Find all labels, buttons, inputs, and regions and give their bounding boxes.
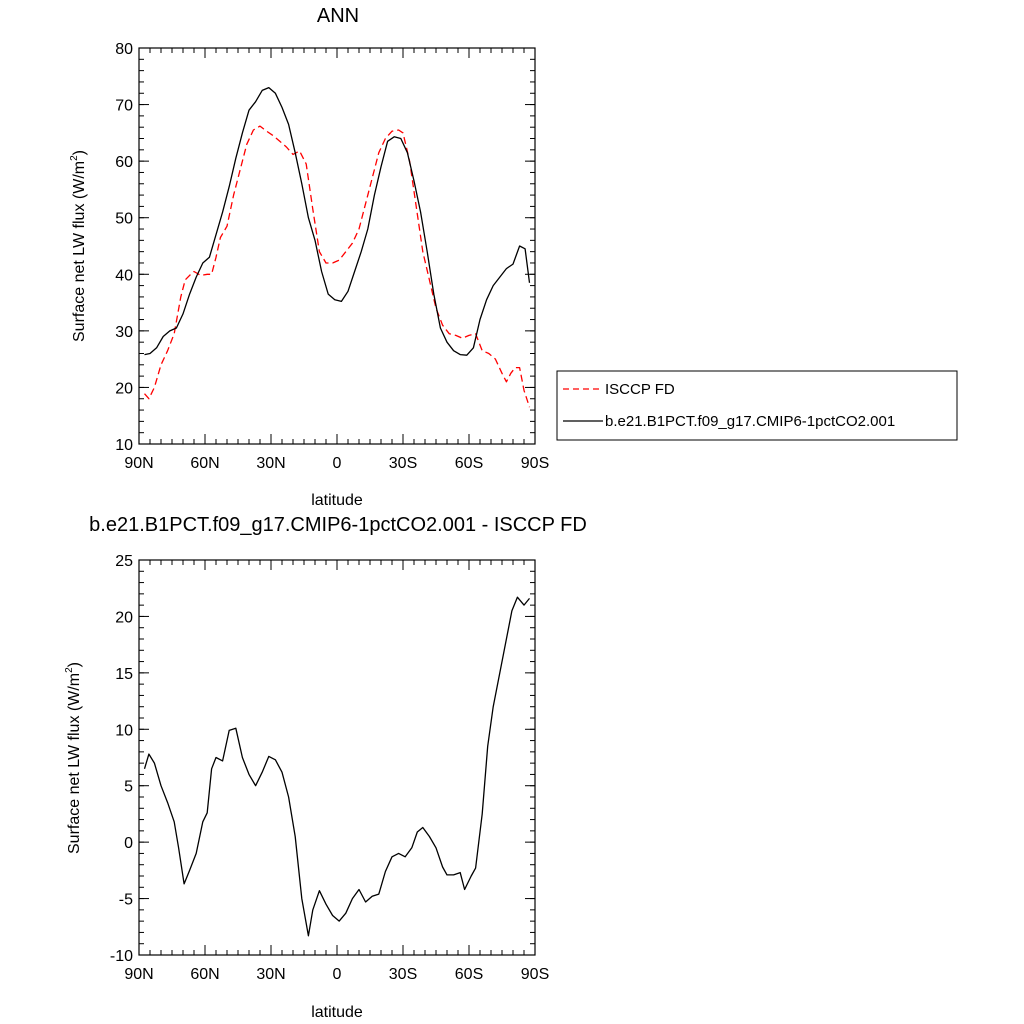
chart1-y-tick-label: 10	[115, 437, 133, 454]
chart1-x-tick-label: 90S	[521, 455, 549, 472]
chart2-ylabel-sup: 2	[64, 667, 75, 673]
chart2-x-tick-label: 30S	[389, 966, 417, 983]
chart1-series-line-2	[144, 86, 531, 356]
chart2-ylabel-end: )	[66, 662, 83, 667]
chart1-x-tick-label: 60S	[455, 455, 483, 472]
chart2-y-tick-label: 25	[115, 553, 133, 570]
chart1-ylabel-main: Surface net LW flux (W/m	[71, 161, 88, 342]
chart2-y-tick-label: -10	[110, 948, 133, 965]
chart1-y-tick-label: 30	[115, 324, 133, 341]
chart1-title: ANN	[317, 5, 359, 27]
chart1-x-tick-label: 0	[333, 455, 342, 472]
legend-label-model: b.e21.B1PCT.f09_g17.CMIP6-1pctCO2.001	[605, 413, 895, 430]
chart1-y-tick-label: 70	[115, 98, 133, 115]
chart2-y-tick-label: 20	[115, 609, 133, 626]
chart1-ylabel-end: )	[71, 150, 88, 155]
chart1-y-tick-label: 50	[115, 211, 133, 228]
chart2-x-tick-label: 0	[333, 966, 342, 983]
legend-box	[556, 370, 958, 441]
chart1-x-tick-label: 30N	[256, 455, 285, 472]
chart1-ylabel-sup: 2	[69, 155, 80, 161]
chart2-ylabel: Surface net LW flux (W/m2)	[64, 662, 83, 854]
legend-label-isccp: ISCCP FD	[605, 381, 675, 398]
chart1-y-tick-label: 80	[115, 41, 133, 58]
chart2-series-line-1	[143, 596, 531, 937]
chart1-legend: ISCCP FD b.e21.B1PCT.f09_g17.CMIP6-1pctC…	[556, 370, 958, 441]
chart1-y-tick-label: 40	[115, 267, 133, 284]
chart1-y-tick-label: 20	[115, 380, 133, 397]
chart2-x-tick-label: 90S	[521, 966, 549, 983]
chart2-x-tick-label: 90N	[124, 966, 153, 983]
chart2-ylabel-main: Surface net LW flux (W/m	[66, 673, 83, 854]
chart2-y-tick-label: 5	[124, 779, 133, 796]
chart2-x-tick-label: 30N	[256, 966, 285, 983]
chart1-series-line-1	[144, 125, 531, 408]
chart2-y-tick-label: 10	[115, 722, 133, 739]
chart2-x-tick-label: 60S	[455, 966, 483, 983]
chart2-x-tick-label: 60N	[190, 966, 219, 983]
chart2-y-tick-label: 0	[124, 835, 133, 852]
chart2-plot-frame	[138, 559, 536, 956]
chart2-y-tick-label: 15	[115, 666, 133, 683]
chart2-title: b.e21.B1PCT.f09_g17.CMIP6-1pctCO2.001 - …	[89, 514, 587, 536]
chart1-x-tick-label: 30S	[389, 455, 417, 472]
chart1-ylabel: Surface net LW flux (W/m2)	[69, 150, 88, 342]
chart1-plot-frame	[138, 47, 536, 445]
chart1-y-tick-label: 60	[115, 154, 133, 171]
chart2-xlabel: latitude	[311, 1004, 363, 1021]
chart1-x-tick-label: 90N	[124, 455, 153, 472]
chart1-xlabel: latitude	[311, 492, 363, 509]
chart1-x-tick-label: 60N	[190, 455, 219, 472]
chart2-y-tick-label: -5	[119, 892, 133, 909]
